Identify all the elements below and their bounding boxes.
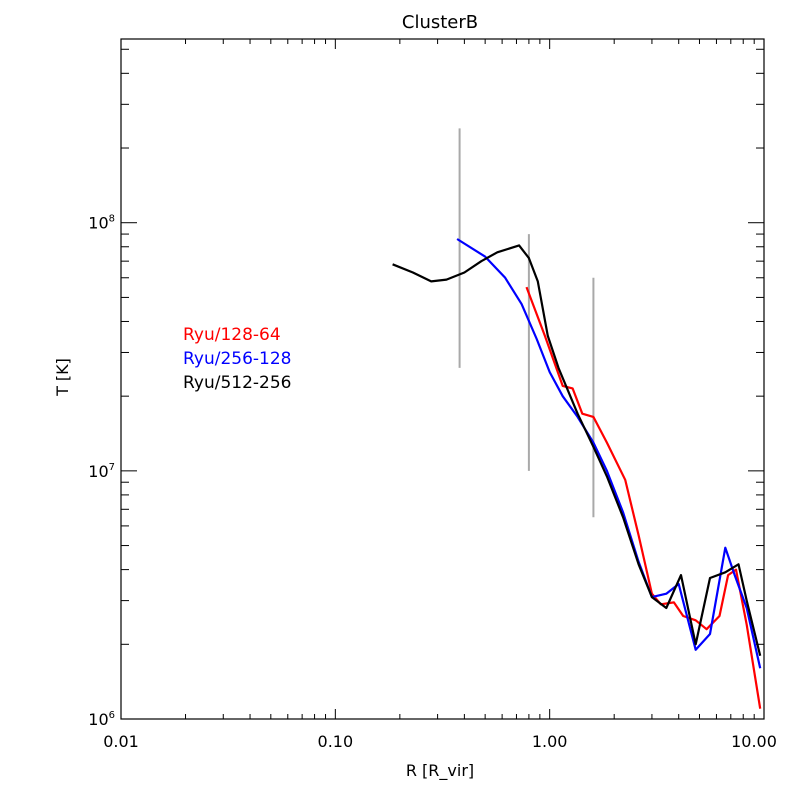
plot-frame	[120, 38, 765, 720]
x-tick-label: 1.00	[532, 732, 568, 751]
series-line	[392, 244, 762, 656]
chart-title: ClusterB	[402, 12, 478, 33]
legend-item: Ryu/512-256	[183, 373, 291, 393]
legend: Ryu/128-64 Ryu/256-128 Ryu/512-256	[183, 325, 291, 393]
axis-tick-labels: 0.01 0.10 1.00 10.00 106 107 108	[88, 214, 777, 751]
series-line	[525, 286, 762, 709]
y-tick-label: 108	[88, 214, 115, 233]
y-axis-title: T [K]	[53, 358, 72, 397]
series-line	[456, 238, 762, 669]
y-tick-label: 106	[88, 710, 115, 729]
y-tick-label: 107	[88, 462, 115, 481]
legend-item: Ryu/128-64	[183, 325, 281, 345]
x-axis-title: R [R_vir]	[406, 761, 474, 781]
series-lines	[392, 238, 762, 709]
x-tick-label: 0.10	[318, 732, 354, 751]
error-bars	[458, 128, 595, 518]
legend-item: Ryu/256-128	[183, 349, 291, 369]
axis-ticks	[120, 39, 765, 720]
x-tick-label: 10.00	[731, 732, 777, 751]
x-tick-label: 0.01	[103, 732, 139, 751]
